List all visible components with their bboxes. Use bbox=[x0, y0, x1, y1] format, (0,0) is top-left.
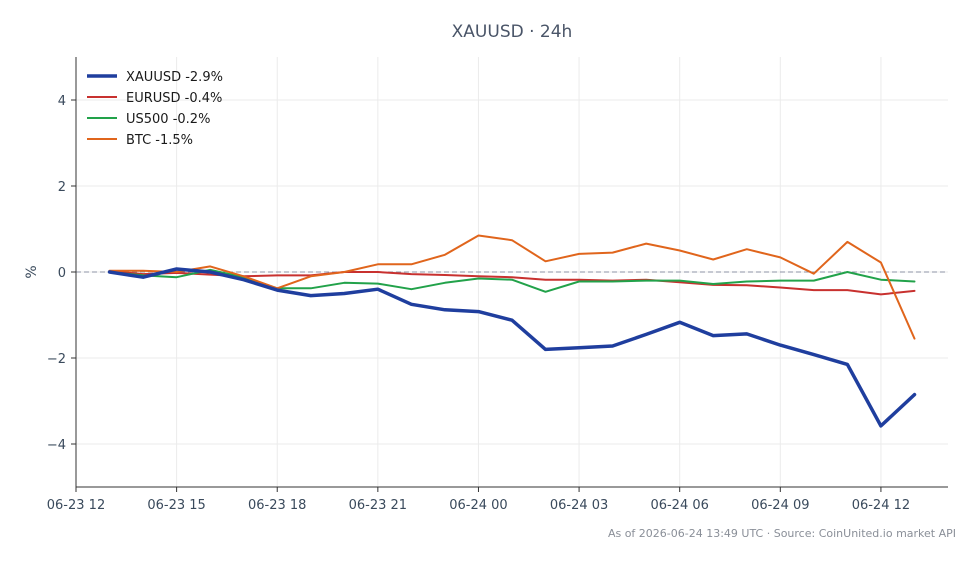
legend-entry: EURUSD -0.4% bbox=[126, 91, 222, 106]
legend-entry: US500 -0.2% bbox=[126, 112, 210, 127]
y-tick-label: 2 bbox=[58, 180, 66, 195]
legend-entry: XAUUSD -2.9% bbox=[126, 70, 223, 85]
y-tick-label: −4 bbox=[47, 438, 66, 453]
x-tick-label: 06-24 12 bbox=[852, 498, 910, 513]
legend-entry: BTC -1.5% bbox=[126, 133, 193, 148]
y-tick-label: 4 bbox=[58, 94, 66, 109]
source-note: As of 2026-06-24 13:49 UTC · Source: Coi… bbox=[608, 527, 956, 540]
chart-title: XAUUSD · 24h bbox=[452, 22, 573, 42]
series-line-0 bbox=[107, 267, 917, 428]
x-tick-label: 06-24 06 bbox=[650, 498, 708, 513]
x-tick-label: 06-23 18 bbox=[248, 498, 306, 513]
y-axis-label: % bbox=[24, 265, 40, 278]
x-tick-label: 06-24 03 bbox=[550, 498, 608, 513]
x-tick-label: 06-24 00 bbox=[449, 498, 507, 513]
x-ticks: 06-23 12 06-23 15 06-23 18 06-23 21 06-24 00… bbox=[47, 487, 910, 513]
x-tick-label: 06-23 12 bbox=[47, 498, 105, 513]
legend: XAUUSD -2.9% EURUSD -0.4% US500 -0.2% BTC -… bbox=[87, 70, 223, 148]
x-tick-label: 06-24 09 bbox=[751, 498, 809, 513]
y-ticks: −4 −2 0 2 4 bbox=[47, 94, 76, 453]
x-tick-label: 06-23 15 bbox=[147, 498, 205, 513]
y-tick-label: 0 bbox=[58, 266, 66, 281]
series-line-3 bbox=[108, 234, 916, 340]
x-tick-label: 06-23 21 bbox=[349, 498, 407, 513]
y-tick-label: −2 bbox=[47, 352, 66, 367]
series-layer bbox=[107, 234, 917, 428]
